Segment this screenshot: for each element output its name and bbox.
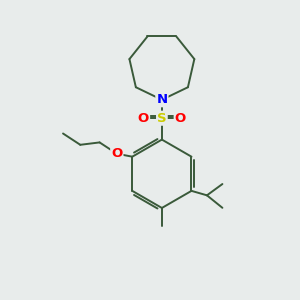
Text: O: O xyxy=(111,147,122,160)
Text: O: O xyxy=(175,112,186,125)
Text: S: S xyxy=(157,112,167,125)
Text: N: N xyxy=(156,93,167,106)
Text: O: O xyxy=(138,112,149,125)
